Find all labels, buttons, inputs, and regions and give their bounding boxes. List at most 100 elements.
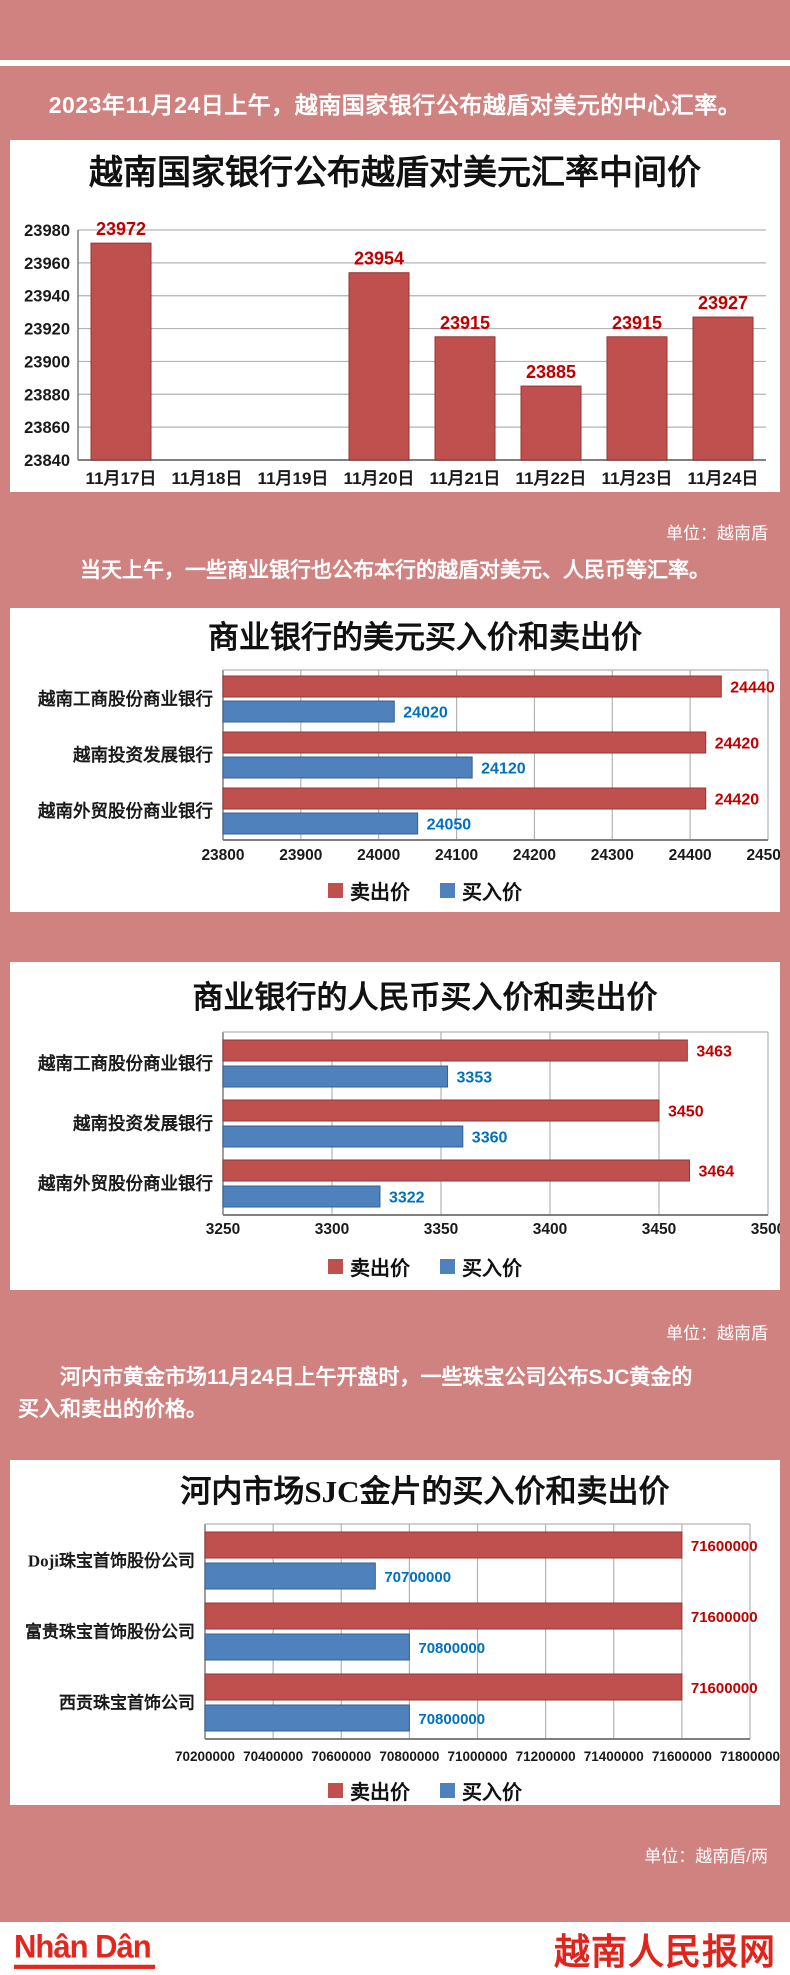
- legend-buy-label: 买入价: [462, 881, 522, 904]
- svg-text:3464: 3464: [699, 1164, 735, 1181]
- legend-item-buy: 买入价: [440, 876, 522, 905]
- site-name: 越南人民报网: [553, 1930, 776, 1972]
- svg-text:23927: 23927: [698, 293, 748, 313]
- legend-item-sell: 卖出价: [328, 876, 410, 905]
- svg-text:23980: 23980: [24, 222, 70, 240]
- divider-line: [0, 60, 790, 66]
- svg-text:71600000: 71600000: [691, 1680, 758, 1697]
- legend-sell-label: 卖出价: [350, 1257, 410, 1280]
- svg-text:24000: 24000: [357, 847, 400, 864]
- svg-text:23900: 23900: [279, 847, 322, 864]
- svg-text:3300: 3300: [315, 1221, 349, 1238]
- svg-text:71600000: 71600000: [691, 1609, 758, 1626]
- svg-text:71000000: 71000000: [447, 1749, 507, 1764]
- buy-color-swatch: [440, 882, 455, 898]
- svg-text:24420: 24420: [715, 736, 760, 753]
- svg-text:23940: 23940: [24, 288, 70, 306]
- unit-label-gold: 单位：越南盾/两: [644, 1847, 768, 1866]
- svg-text:11月21日: 11月21日: [430, 469, 501, 488]
- svg-text:23900: 23900: [24, 353, 70, 371]
- usd-rates-panel: 商业银行的美元买入价和卖出价 23800 23900 24000 24100 24200…: [10, 608, 780, 912]
- legend-buy-label: 买入价: [462, 1257, 522, 1280]
- cny-rates-chart: 3250 3300 3350 3400 3450 3500 越南工商股份商业银行 3463 33…: [10, 1022, 780, 1249]
- gold-note-line2: 买入和卖出的价格。: [18, 1398, 207, 1421]
- svg-text:24200: 24200: [513, 847, 556, 864]
- svg-text:3250: 3250: [206, 1221, 240, 1238]
- svg-text:3353: 3353: [457, 1070, 493, 1087]
- legend-buy-label: 买入价: [462, 1781, 522, 1804]
- intro-banner: 2023年11月24日上午，越南国家银行公布越盾对美元的中心汇率。: [48, 92, 742, 118]
- svg-text:越南工商股份商业银行: 越南工商股份商业银行: [37, 1054, 213, 1074]
- svg-text:24050: 24050: [427, 817, 472, 834]
- cny-rates-legend: 卖出价 买入价: [10, 1251, 780, 1281]
- buy-color-swatch: [440, 1782, 455, 1798]
- svg-text:24120: 24120: [481, 761, 526, 778]
- svg-text:24020: 24020: [403, 705, 448, 722]
- svg-text:70800000: 70800000: [418, 1711, 485, 1728]
- legend-item-buy: 买入价: [440, 1776, 522, 1805]
- legend-item-sell: 卖出价: [328, 1252, 410, 1281]
- legend-sell-label: 卖出价: [350, 1781, 410, 1804]
- gold-prices-legend: 卖出价 买入价: [10, 1775, 780, 1805]
- svg-text:24420: 24420: [715, 792, 760, 809]
- svg-text:越南外贸股份商业银行: 越南外贸股份商业银行: [37, 801, 213, 821]
- svg-text:71400000: 71400000: [584, 1749, 644, 1764]
- svg-text:3350: 3350: [424, 1221, 458, 1238]
- top-spacer-band: [0, 0, 790, 60]
- svg-text:23915: 23915: [612, 313, 662, 333]
- unit-label-cny: 单位：越南盾: [666, 1324, 768, 1343]
- svg-text:23885: 23885: [526, 362, 576, 382]
- svg-text:23880: 23880: [24, 386, 70, 404]
- svg-text:23840: 23840: [24, 452, 70, 470]
- svg-text:71600000: 71600000: [691, 1538, 758, 1555]
- svg-text:越南外贸股份商业银行: 越南外贸股份商业银行: [37, 1174, 213, 1194]
- buy-color-swatch: [440, 1258, 455, 1274]
- pink-background: 2023年11月24日上午，越南国家银行公布越盾对美元的中心汇率。 越南国家银行…: [0, 0, 790, 1922]
- svg-text:3450: 3450: [668, 1104, 704, 1121]
- svg-text:11月24日: 11月24日: [688, 469, 759, 488]
- svg-text:西贡珠宝首饰公司: 西贡珠宝首饰公司: [59, 1693, 195, 1713]
- svg-text:23960: 23960: [24, 255, 70, 273]
- usd-rates-chart-title: 商业银行的美元买入价和卖出价: [208, 620, 642, 655]
- central-rate-chart-title: 越南国家银行公布越盾对美元汇率中间价: [89, 155, 701, 192]
- sjc-gold-prices-svg: 70200000 70400000 70600000 70800000 71000000…: [25, 1523, 780, 1764]
- svg-text:11月23日: 11月23日: [602, 469, 673, 488]
- cny-bank-rates-svg: 3250 3300 3350 3400 3450 3500 越南工商股份商业银行 3463 33…: [37, 1031, 780, 1238]
- svg-text:Doji珠宝首饰股份公司: Doji珠宝首饰股份公司: [28, 1551, 195, 1571]
- svg-text:11月17日: 11月17日: [86, 469, 157, 488]
- gold-note-banner: 河内市黄金市场11月24日上午开盘时，一些珠宝公司公布SJC黄金的 买入和卖出的…: [0, 1362, 790, 1426]
- svg-text:23920: 23920: [24, 321, 70, 339]
- svg-text:23972: 23972: [96, 219, 146, 239]
- svg-text:11月18日: 11月18日: [172, 469, 243, 488]
- usd-rates-legend: 卖出价 买入价: [10, 875, 780, 905]
- svg-text:71600000: 71600000: [652, 1749, 712, 1764]
- svg-text:3500: 3500: [751, 1221, 780, 1238]
- svg-text:70800000: 70800000: [418, 1640, 485, 1657]
- gold-prices-chart-title: 河内市场SJC金片的买入价和卖出价: [180, 1474, 670, 1509]
- central-rate-chart: 23840 23860 23880 23900 23920 23940 23960 23980…: [10, 202, 780, 492]
- svg-text:70800000: 70800000: [379, 1749, 439, 1764]
- svg-text:23860: 23860: [24, 419, 70, 437]
- svg-text:70700000: 70700000: [384, 1569, 451, 1586]
- central-rate-svg: 23840 23860 23880 23900 23920 23940 23960 23980…: [24, 219, 766, 488]
- svg-text:24500: 24500: [746, 847, 780, 864]
- svg-text:23800: 23800: [201, 847, 244, 864]
- svg-text:11月22日: 11月22日: [516, 469, 587, 488]
- svg-text:越南投资发展银行: 越南投资发展银行: [72, 1114, 213, 1134]
- gold-prices-chart: 70200000 70400000 70600000 70800000 71000000…: [10, 1516, 780, 1773]
- svg-text:3322: 3322: [389, 1190, 425, 1207]
- cny-rates-panel: 商业银行的人民币买入价和卖出价 3250 3300 3350 3400 3450 3500…: [10, 962, 780, 1290]
- central-rate-panel: 越南国家银行公布越盾对美元汇率中间价 23840 23860 23880 23900 2…: [10, 140, 780, 492]
- gold-note-line1: 河内市黄金市场11月24日上午开盘时，一些珠宝公司公布SJC黄金的: [60, 1366, 693, 1389]
- svg-text:71200000: 71200000: [516, 1749, 576, 1764]
- svg-text:70600000: 70600000: [311, 1749, 371, 1764]
- svg-text:23915: 23915: [440, 313, 490, 333]
- svg-text:24440: 24440: [730, 680, 775, 697]
- svg-text:71800000: 71800000: [720, 1749, 780, 1764]
- footer: Nhân Dân 越南人民报网: [0, 1922, 790, 1975]
- usd-bank-rates-svg: 23800 23900 24000 24100 24200 24300 24400 24500…: [37, 669, 780, 864]
- svg-text:3463: 3463: [696, 1044, 732, 1061]
- svg-text:越南工商股份商业银行: 越南工商股份商业银行: [37, 689, 213, 709]
- usd-rates-chart: 23800 23900 24000 24100 24200 24300 24400 24500…: [10, 662, 780, 873]
